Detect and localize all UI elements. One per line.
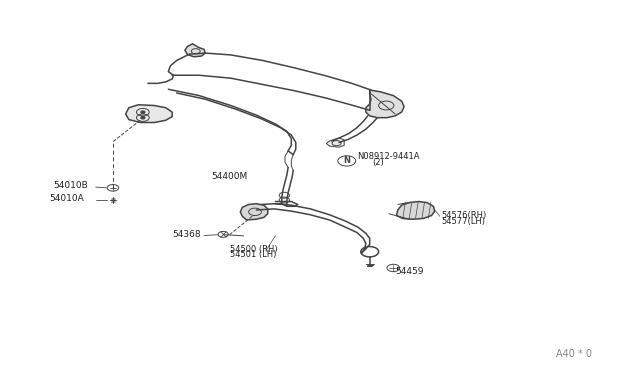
Text: 54459: 54459 (395, 267, 424, 276)
Text: N08912-9441A: N08912-9441A (357, 153, 419, 161)
Text: 54400M: 54400M (212, 171, 248, 181)
Text: 54577(LH): 54577(LH) (441, 217, 485, 226)
Text: 54576(RH): 54576(RH) (441, 212, 486, 221)
Polygon shape (326, 138, 344, 147)
Text: N: N (343, 156, 350, 166)
Text: 54010B: 54010B (54, 181, 88, 190)
Text: 54500 (RH): 54500 (RH) (230, 245, 277, 254)
Text: 54501 (LH): 54501 (LH) (230, 250, 276, 259)
Circle shape (141, 116, 145, 119)
Polygon shape (125, 105, 172, 122)
Text: A40 * 0: A40 * 0 (556, 349, 592, 359)
Polygon shape (241, 204, 268, 220)
Text: (2): (2) (372, 158, 384, 167)
Polygon shape (185, 44, 205, 57)
Circle shape (141, 111, 145, 113)
Polygon shape (396, 202, 435, 219)
Text: 54368: 54368 (172, 230, 201, 239)
Text: 54010A: 54010A (49, 194, 84, 203)
Polygon shape (366, 90, 404, 118)
